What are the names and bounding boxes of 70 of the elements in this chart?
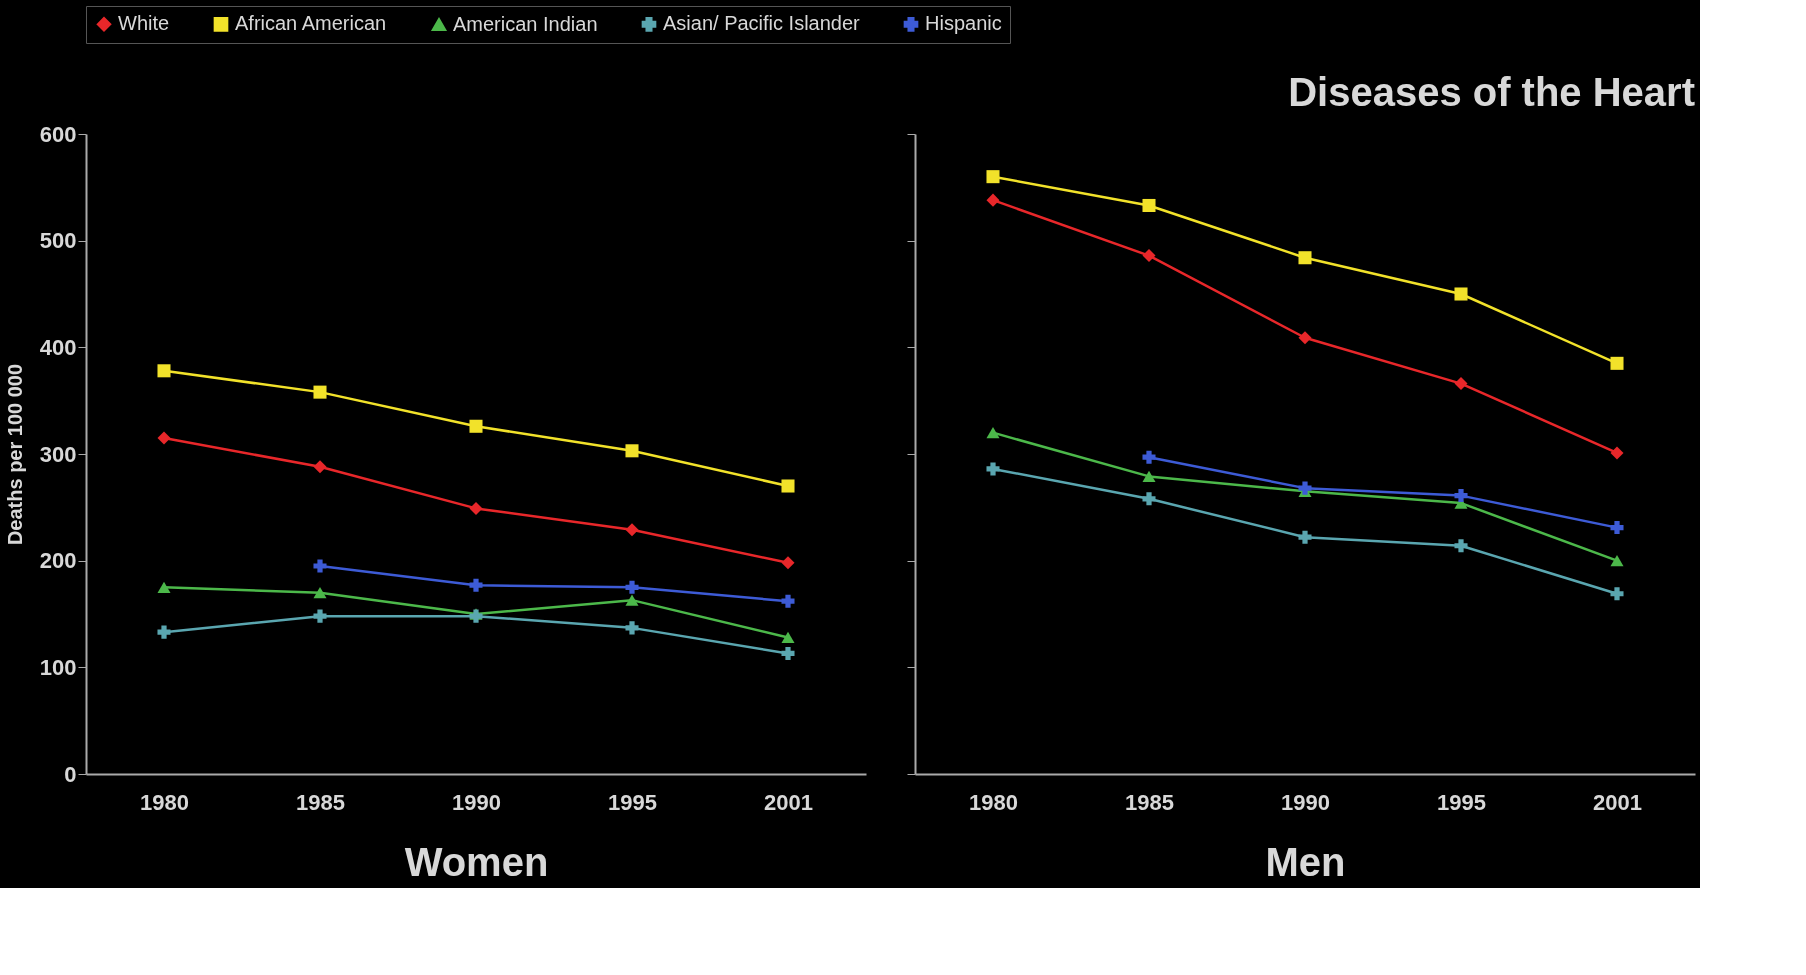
x-tick-label: 2001 bbox=[764, 789, 813, 815]
point bbox=[1142, 249, 1156, 263]
y-tick-label: 300 bbox=[39, 441, 77, 467]
point bbox=[781, 556, 795, 570]
point bbox=[986, 170, 1000, 184]
point bbox=[157, 431, 171, 445]
point bbox=[625, 580, 639, 594]
legend-label: American Indian bbox=[453, 12, 598, 35]
y-tick-label: 100 bbox=[39, 654, 77, 680]
point bbox=[1454, 287, 1468, 301]
point bbox=[1610, 521, 1624, 535]
point bbox=[313, 587, 327, 599]
point bbox=[157, 625, 171, 639]
point bbox=[781, 479, 795, 493]
chart-title: Diseases of the Heart bbox=[1288, 69, 1695, 114]
point bbox=[1454, 489, 1468, 503]
y-tick-label: 200 bbox=[39, 548, 77, 574]
point bbox=[781, 631, 795, 644]
point bbox=[1298, 481, 1312, 495]
point bbox=[469, 578, 483, 592]
point bbox=[1298, 331, 1312, 345]
point bbox=[469, 501, 483, 515]
point bbox=[1142, 450, 1156, 464]
point bbox=[1610, 587, 1624, 601]
point bbox=[313, 385, 327, 399]
point bbox=[1454, 539, 1468, 553]
point bbox=[781, 646, 795, 660]
point bbox=[469, 419, 483, 433]
point bbox=[1142, 198, 1156, 212]
point bbox=[625, 444, 639, 458]
point bbox=[157, 364, 171, 378]
x-axis-title: Women bbox=[404, 839, 549, 884]
point bbox=[986, 193, 1000, 207]
legend-label: Asian/ Pacific Islander bbox=[663, 12, 861, 35]
point bbox=[625, 594, 639, 606]
point bbox=[1454, 377, 1468, 391]
point bbox=[157, 581, 171, 593]
x-tick-label: 1980 bbox=[140, 789, 189, 815]
point bbox=[1610, 555, 1624, 567]
point bbox=[781, 594, 795, 608]
x-axis-title: Men bbox=[1265, 839, 1346, 884]
x-tick-label: 1995 bbox=[608, 789, 657, 815]
x-tick-label: 1995 bbox=[1437, 789, 1486, 815]
y-tick-label: 600 bbox=[39, 121, 77, 147]
point bbox=[1298, 251, 1312, 265]
point bbox=[1298, 530, 1312, 544]
x-tick-label: 1980 bbox=[969, 789, 1018, 815]
point bbox=[1610, 446, 1624, 460]
legend-label: Hispanic bbox=[925, 12, 1002, 35]
x-tick-label: 1990 bbox=[1281, 789, 1330, 815]
y-axis-title: Deaths per 100 000 bbox=[3, 363, 26, 546]
x-tick-label: 1985 bbox=[1125, 789, 1174, 815]
x-tick-label: 1990 bbox=[452, 789, 501, 815]
point bbox=[313, 460, 327, 474]
y-tick-label: 500 bbox=[39, 228, 77, 254]
point bbox=[1610, 356, 1624, 370]
x-tick-label: 2001 bbox=[1593, 789, 1642, 815]
point bbox=[313, 559, 327, 573]
point bbox=[1142, 470, 1156, 483]
legend-label: White bbox=[118, 12, 170, 35]
point bbox=[625, 621, 639, 635]
point bbox=[986, 462, 1000, 476]
point bbox=[1142, 492, 1156, 506]
legend-label: African American bbox=[235, 12, 387, 35]
point bbox=[313, 609, 327, 623]
x-tick-label: 1985 bbox=[296, 789, 345, 815]
y-tick-label: 0 bbox=[64, 761, 77, 787]
point bbox=[625, 523, 639, 537]
y-tick-label: 400 bbox=[39, 334, 77, 360]
point bbox=[986, 427, 1000, 439]
